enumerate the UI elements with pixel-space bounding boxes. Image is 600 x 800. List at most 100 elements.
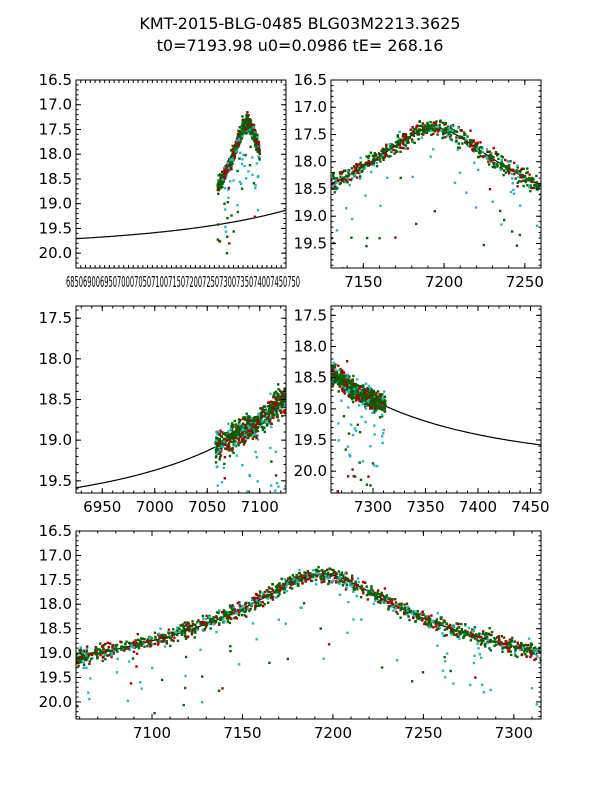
data-point <box>298 568 301 572</box>
data-point <box>342 390 346 394</box>
data-point <box>334 178 337 182</box>
data-point <box>153 638 157 641</box>
data-point <box>394 149 397 152</box>
data-point <box>387 601 390 604</box>
data-point <box>231 430 235 434</box>
data-point <box>102 644 105 647</box>
data-point <box>493 644 496 647</box>
data-point <box>285 585 288 589</box>
data-point <box>412 616 415 619</box>
data-point <box>480 641 483 645</box>
data-point <box>277 618 280 621</box>
data-point <box>205 614 208 618</box>
data-point <box>445 627 449 631</box>
data-point <box>82 661 85 664</box>
data-point <box>276 494 278 496</box>
data-point <box>430 133 433 137</box>
data-point <box>457 142 460 145</box>
data-point <box>249 145 252 148</box>
data-point <box>87 691 90 694</box>
data-point <box>494 151 498 154</box>
data-point <box>367 160 370 163</box>
data-point <box>240 162 244 166</box>
data-point <box>226 445 229 449</box>
data-point <box>492 155 495 159</box>
data-point <box>204 621 207 624</box>
data-point <box>372 602 375 606</box>
data-point <box>389 155 392 158</box>
data-point <box>218 438 221 441</box>
data-point <box>413 610 416 613</box>
data-point <box>420 611 423 614</box>
data-point <box>130 646 133 649</box>
data-point <box>182 629 185 633</box>
data-point <box>216 437 219 440</box>
data-point <box>391 605 394 608</box>
data-point <box>199 648 202 651</box>
data-point <box>123 649 126 652</box>
data-point <box>159 627 162 630</box>
data-point <box>283 387 286 390</box>
data-point <box>388 597 391 600</box>
data-point <box>493 164 496 167</box>
data-point <box>215 452 218 456</box>
data-point <box>288 577 291 580</box>
data-point <box>476 635 480 638</box>
data-point <box>221 431 224 434</box>
x-tick-labels-overlapping: 6850690069507000705071007150720072507300… <box>66 273 300 291</box>
data-point <box>486 638 490 641</box>
data-point <box>285 589 289 593</box>
data-point <box>164 640 167 644</box>
data-point <box>331 375 335 378</box>
data-point <box>476 642 479 646</box>
data-point <box>474 142 477 145</box>
data-point <box>293 576 296 579</box>
data-point <box>350 584 354 588</box>
data-point <box>343 576 346 580</box>
data-point <box>356 386 359 389</box>
data-point <box>135 665 138 668</box>
y-tick-label: 18.0 <box>294 338 327 356</box>
data-point <box>239 132 242 135</box>
data-point <box>514 177 517 180</box>
data-point <box>231 433 234 436</box>
data-point <box>367 384 371 388</box>
x-tick-label: 7100 <box>133 724 171 742</box>
data-point <box>125 640 128 643</box>
data-point <box>395 610 398 614</box>
data-point <box>212 621 215 624</box>
data-point <box>219 443 223 446</box>
data-point <box>224 170 227 173</box>
data-point <box>369 406 372 409</box>
data-point <box>223 443 226 446</box>
data-point <box>283 591 286 594</box>
data-point <box>434 620 437 623</box>
data-point <box>342 415 346 418</box>
data-point <box>373 411 376 414</box>
data-point <box>443 634 446 637</box>
data-point <box>296 584 300 587</box>
data-point <box>249 429 252 432</box>
data-point <box>167 631 170 634</box>
data-point <box>391 603 395 606</box>
data-point <box>271 412 274 415</box>
data-point <box>231 148 235 151</box>
data-point <box>438 123 441 127</box>
data-point <box>238 157 241 160</box>
data-point <box>469 143 472 146</box>
y-tick-label: 19.5 <box>39 668 72 686</box>
data-point <box>250 130 253 133</box>
data-point <box>245 431 248 434</box>
data-point <box>230 214 233 217</box>
data-point <box>335 572 338 575</box>
data-point <box>132 643 135 646</box>
data-point <box>165 642 169 645</box>
data-point <box>416 613 420 616</box>
data-point <box>245 119 248 122</box>
data-point <box>236 554 238 556</box>
data-point <box>484 154 487 158</box>
x-tick-label: 7300 <box>354 498 392 516</box>
data-point <box>421 610 424 613</box>
data-point <box>504 171 508 174</box>
data-point <box>365 236 369 240</box>
